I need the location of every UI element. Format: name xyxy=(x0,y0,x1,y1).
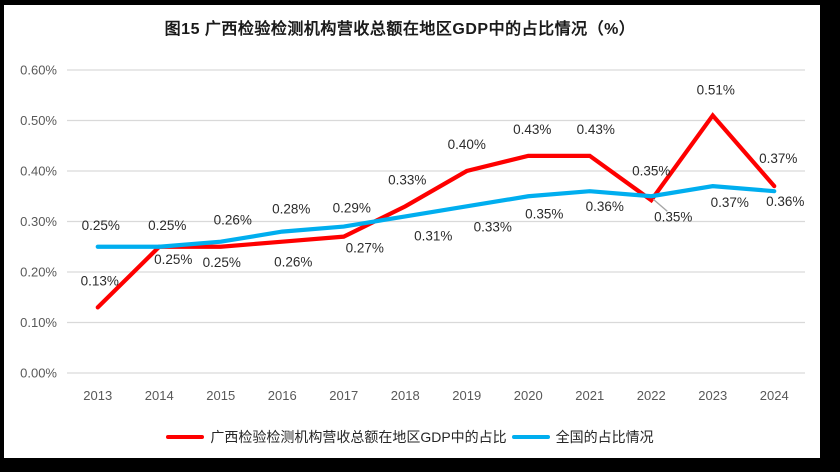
x-axis-tick-label: 2015 xyxy=(206,388,235,403)
legend-label-guangxi: 广西检验检测机构营收总额在地区GDP中的占比 xyxy=(210,429,507,445)
y-axis-tick-label: 0.10% xyxy=(20,315,57,330)
x-axis-tick-label: 2016 xyxy=(268,388,297,403)
series-line-national xyxy=(95,184,777,249)
data-label-guangxi-2020: 0.43% xyxy=(513,122,551,137)
x-axis-tick-label: 2024 xyxy=(760,388,789,403)
legend-item-guangxi: 广西检验检测机构营收总额在地区GDP中的占比 xyxy=(166,427,507,447)
x-axis-tick-label: 2014 xyxy=(145,388,174,403)
y-axis-tick-label: 0.20% xyxy=(20,265,57,280)
data-label-national-2016: 0.28% xyxy=(272,202,310,217)
data-label-national-2020: 0.35% xyxy=(525,206,563,221)
x-axis-tick-label: 2020 xyxy=(514,388,543,403)
data-label-guangxi-2015: 0.25% xyxy=(203,255,241,270)
legend-item-national: 全国的占比情况 xyxy=(511,427,654,447)
y-axis-tick-label: 0.00% xyxy=(20,366,57,381)
data-label-national-2013: 0.25% xyxy=(82,218,120,233)
data-label-national-2014: 0.25% xyxy=(148,218,186,233)
y-axis-tick-label: 0.30% xyxy=(20,214,57,229)
data-label-guangxi-2021: 0.43% xyxy=(577,122,615,137)
chart-legend: 广西检验检测机构营收总额在地区GDP中的占比 全国的占比情况 xyxy=(0,427,820,447)
x-axis-tick-label: 2019 xyxy=(452,388,481,403)
data-label-guangxi-2024: 0.37% xyxy=(759,151,797,166)
data-label-national-2015: 0.26% xyxy=(214,213,252,228)
data-label-national-2018: 0.31% xyxy=(414,228,452,243)
y-axis-tick-label: 0.60% xyxy=(20,63,57,78)
x-axis-tick-label: 2017 xyxy=(329,388,358,403)
data-label-guangxi-2018: 0.33% xyxy=(388,172,426,187)
data-label-national-2017: 0.29% xyxy=(333,201,371,216)
data-label-guangxi-2022: 0.35% xyxy=(632,163,670,178)
data-label-guangxi-2019: 0.40% xyxy=(448,137,486,152)
data-label-guangxi-2016: 0.26% xyxy=(274,255,312,270)
data-label-guangxi-2023: 0.51% xyxy=(697,82,735,97)
x-axis-tick-label: 2022 xyxy=(637,388,666,403)
y-axis-tick-label: 0.40% xyxy=(20,164,57,179)
data-label-guangxi-2013: 0.13% xyxy=(81,273,119,288)
data-label-national-2024: 0.36% xyxy=(766,194,804,209)
legend-label-national: 全国的占比情况 xyxy=(555,429,654,445)
legend-swatch-blue-line xyxy=(511,434,550,440)
x-axis-tick-label: 2023 xyxy=(698,388,727,403)
x-axis-tick-label: 2021 xyxy=(575,388,604,403)
label-leader-line xyxy=(652,198,668,212)
y-axis-tick-label: 0.50% xyxy=(20,113,57,128)
legend-swatch-red-line xyxy=(166,434,205,440)
data-label-national-2023: 0.37% xyxy=(711,195,749,210)
data-label-national-2022: 0.35% xyxy=(654,209,692,224)
data-label-national-2021: 0.36% xyxy=(586,199,624,214)
x-axis-tick-label: 2018 xyxy=(391,388,420,403)
chart-title: 图15 广西检验检测机构营收总额在地区GDP中的占比情况（%） xyxy=(164,21,636,38)
data-label-national-2019: 0.33% xyxy=(474,219,512,234)
data-label-guangxi-2017: 0.27% xyxy=(346,241,384,256)
x-axis-tick-label: 2013 xyxy=(83,388,112,403)
series-line-guangxi xyxy=(95,112,777,310)
data-label-guangxi-2014: 0.25% xyxy=(154,252,192,267)
